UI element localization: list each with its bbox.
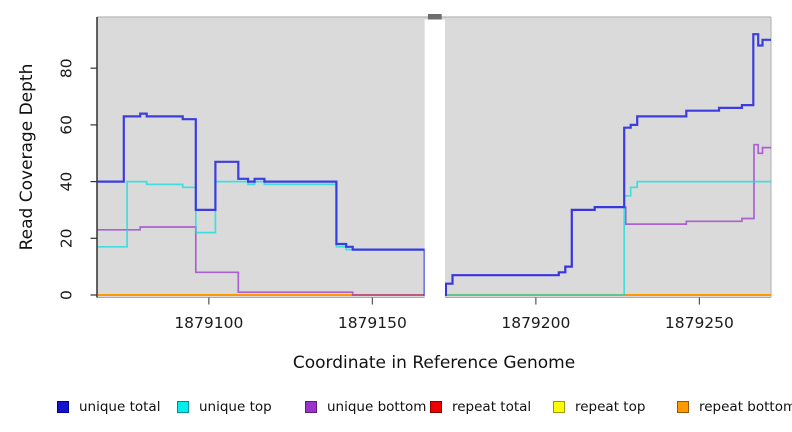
y-tick-label: 20: [58, 228, 76, 248]
y-tick-label: 60: [58, 115, 76, 135]
legend-label: repeat bottom: [699, 399, 792, 415]
x-tick-label: 1879100: [174, 314, 243, 332]
legend-item-unique-top: unique top: [177, 399, 272, 415]
x-tick-label: 1879200: [501, 314, 570, 332]
masked-region: [424, 19, 445, 301]
y-tick-label: 40: [58, 172, 76, 192]
legend-swatch-repeat-total: [430, 401, 442, 413]
legend-swatch-repeat-bottom: [677, 401, 689, 413]
y-axis-title: Read Coverage Depth: [17, 63, 37, 251]
y-tick-label: 80: [58, 58, 76, 78]
legend-item-unique-total: unique total: [57, 399, 160, 415]
coverage-plot: 0 20 40 60 80 1879100 1879150 1879200 1879250: [58, 14, 772, 332]
legend-item-repeat-top: repeat top: [553, 399, 645, 415]
legend-label: repeat top: [575, 399, 646, 415]
legend-swatch-unique-total: [57, 401, 69, 413]
legend: unique total unique top unique bottom repea…: [0, 399, 792, 423]
legend-item-repeat-total: repeat total: [430, 399, 531, 415]
legend-label: repeat total: [452, 399, 532, 415]
legend-swatch-unique-bottom: [305, 401, 317, 413]
legend-swatch-unique-top: [177, 401, 189, 413]
legend-label: unique bottom: [327, 399, 427, 415]
x-tick-label: 1879250: [665, 314, 734, 332]
legend-label: unique total: [79, 399, 161, 415]
series-line-unique-total: [97, 33, 771, 297]
legend-swatch-repeat-top: [553, 401, 565, 413]
y-tick-label: 0: [58, 290, 76, 300]
legend-item-unique-bottom: unique bottom: [305, 399, 426, 415]
masked-region-marker: [427, 14, 442, 20]
x-tick-label: 1879150: [338, 314, 407, 332]
legend-item-repeat-bottom: repeat bottom: [677, 399, 792, 415]
legend-label: unique top: [199, 399, 272, 415]
x-axis-title: Coordinate in Reference Genome: [292, 353, 576, 373]
